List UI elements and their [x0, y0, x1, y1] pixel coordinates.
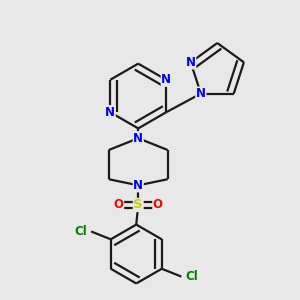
Text: N: N: [133, 179, 143, 192]
Text: N: N: [161, 73, 171, 86]
Text: O: O: [114, 199, 124, 212]
Text: Cl: Cl: [74, 225, 87, 238]
Text: Cl: Cl: [185, 270, 198, 283]
Text: O: O: [153, 199, 163, 212]
Text: N: N: [186, 56, 196, 69]
Text: N: N: [196, 87, 206, 100]
Text: S: S: [134, 199, 143, 212]
Text: N: N: [133, 132, 143, 145]
Text: N: N: [105, 106, 115, 119]
